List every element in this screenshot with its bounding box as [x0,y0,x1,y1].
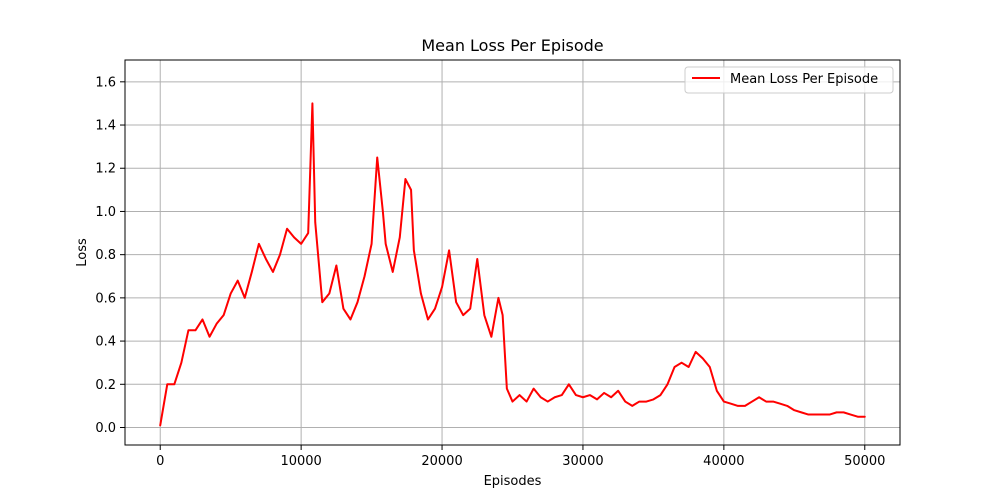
y-tick-label: 0.4 [95,335,116,350]
plot-area [125,60,900,445]
x-tick-label: 20000 [421,454,462,469]
chart-title: Mean Loss Per Episode [421,36,603,55]
x-axis-ticks: 0 10000 20000 30000 40000 50000 [156,445,885,469]
x-tick-label: 40000 [703,454,744,469]
series-line [159,102,866,427]
grid-lines [125,60,900,445]
x-tick-label: 50000 [844,454,885,469]
plot-frame [124,59,901,446]
x-tick-label: 0 [156,454,164,469]
y-tick-label: 0.8 [95,248,116,263]
y-tick-label: 0.6 [95,291,116,306]
legend: Mean Loss Per Episode [684,66,894,94]
y-tick-label: 1.2 [95,162,116,177]
y-tick-label: 0.0 [95,421,116,436]
x-axis-label: Episodes [484,474,542,489]
x-tick-label: 10000 [280,454,321,469]
legend-label: Mean Loss Per Episode [730,72,878,87]
y-axis-label: Loss [75,238,90,267]
x-tick-label: 30000 [562,454,603,469]
y-tick-label: 1.0 [95,205,116,220]
y-tick-label: 1.6 [95,75,116,90]
series-layer [159,102,866,427]
legend-box [684,66,894,94]
y-axis-ticks: 0.0 0.2 0.4 0.6 0.8 1.0 1.2 1.4 1.6 [95,75,125,436]
y-tick-label: 1.4 [95,119,116,134]
y-tick-label: 0.2 [95,378,116,393]
